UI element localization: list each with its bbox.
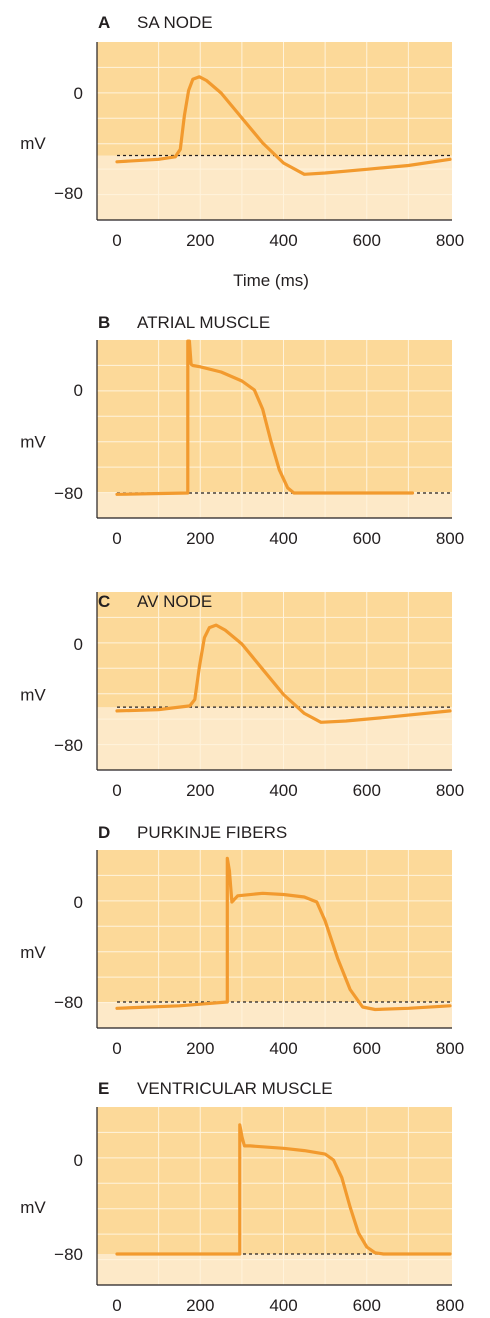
panel-b-x-tick-label: 600 bbox=[353, 529, 381, 548]
panel-b-y-tick-label: 0 bbox=[74, 381, 83, 400]
panel-c-x-tick-label: 600 bbox=[353, 781, 381, 800]
panel-a-x-tick-label: 200 bbox=[186, 231, 214, 250]
panel-d-background bbox=[97, 850, 452, 1028]
panel-e-y-tick-label: −80 bbox=[54, 1245, 83, 1264]
panel-d-y-tick-label: 0 bbox=[74, 893, 83, 912]
panel-d-y-axis-label: mV bbox=[20, 943, 46, 962]
panel-d-action-potential-trace bbox=[115, 856, 452, 1012]
panel-b-y-axis-label: mV bbox=[20, 433, 46, 452]
panel-b-x-tick-label: 800 bbox=[436, 529, 464, 548]
panel-e-y-axis-label: mV bbox=[20, 1198, 46, 1217]
panel-d-title: PURKINJE FIBERS bbox=[137, 823, 287, 842]
panel-a-title: SA NODE bbox=[137, 13, 213, 32]
panel-e-letter: E bbox=[98, 1079, 109, 1098]
panel-e-action-potential-trace bbox=[115, 1123, 452, 1256]
panel-e-x-tick-label: 800 bbox=[436, 1296, 464, 1315]
panel-e-x-tick-label: 0 bbox=[112, 1296, 121, 1315]
panel-d-x-tick-label: 600 bbox=[353, 1039, 381, 1058]
panel-e-x-tick-label: 400 bbox=[269, 1296, 297, 1315]
panel-c-y-tick-label: 0 bbox=[74, 635, 83, 654]
panel-a-y-axis-label: mV bbox=[20, 134, 46, 153]
panel-c-y-tick-label: −80 bbox=[54, 736, 83, 755]
panel-b-x-tick-label: 200 bbox=[186, 529, 214, 548]
panel-c-action-potential-trace bbox=[115, 623, 452, 724]
panel-d-x-tick-label: 800 bbox=[436, 1039, 464, 1058]
panel-b-action-potential-trace bbox=[115, 339, 415, 496]
panel-a-y-tick-label: 0 bbox=[74, 84, 83, 103]
panel-a-letter: A bbox=[98, 13, 110, 32]
panel-b-y-tick-label: −80 bbox=[54, 484, 83, 503]
panel-b-title: ATRIAL MUSCLE bbox=[137, 313, 270, 332]
panel-e-x-tick-label: 600 bbox=[353, 1296, 381, 1315]
panel-b-x-tick-label: 400 bbox=[269, 529, 297, 548]
panel-c-x-tick-label: 200 bbox=[186, 781, 214, 800]
panel-d-x-tick-label: 200 bbox=[186, 1039, 214, 1058]
panel-b-letter: B bbox=[98, 313, 110, 332]
panel-a-x-tick-label: 800 bbox=[436, 231, 464, 250]
panel-c-x-tick-label: 0 bbox=[112, 781, 121, 800]
panel-a-x-tick-label: 600 bbox=[353, 231, 381, 250]
panel-c-x-tick-label: 800 bbox=[436, 781, 464, 800]
panel-c-letter: C bbox=[98, 592, 110, 611]
panel-b-background bbox=[97, 340, 452, 518]
panel-c-y-axis-label: mV bbox=[20, 686, 46, 705]
panel-d-y-tick-label: −80 bbox=[54, 993, 83, 1012]
panel-c-x-tick-label: 400 bbox=[269, 781, 297, 800]
panel-a-y-tick-label: −80 bbox=[54, 184, 83, 203]
panel-d-x-tick-label: 400 bbox=[269, 1039, 297, 1058]
panel-c-title: AV NODE bbox=[137, 592, 212, 611]
panel-e-lower-band bbox=[97, 1254, 452, 1285]
panel-d-letter: D bbox=[98, 823, 110, 842]
panel-e-title: VENTRICULAR MUSCLE bbox=[137, 1079, 333, 1098]
panel-d-x-tick-label: 0 bbox=[112, 1039, 121, 1058]
panel-e-x-tick-label: 200 bbox=[186, 1296, 214, 1315]
panel-b-lower-band bbox=[97, 493, 452, 518]
panel-a-x-tick-label: 400 bbox=[269, 231, 297, 250]
panel-e-y-tick-label: 0 bbox=[74, 1151, 83, 1170]
panel-b-x-tick-label: 0 bbox=[112, 529, 121, 548]
panel-a-x-tick-label: 0 bbox=[112, 231, 121, 250]
panel-a-x-axis-label: Time (ms) bbox=[233, 271, 309, 290]
panel-a-action-potential-trace bbox=[115, 75, 452, 176]
